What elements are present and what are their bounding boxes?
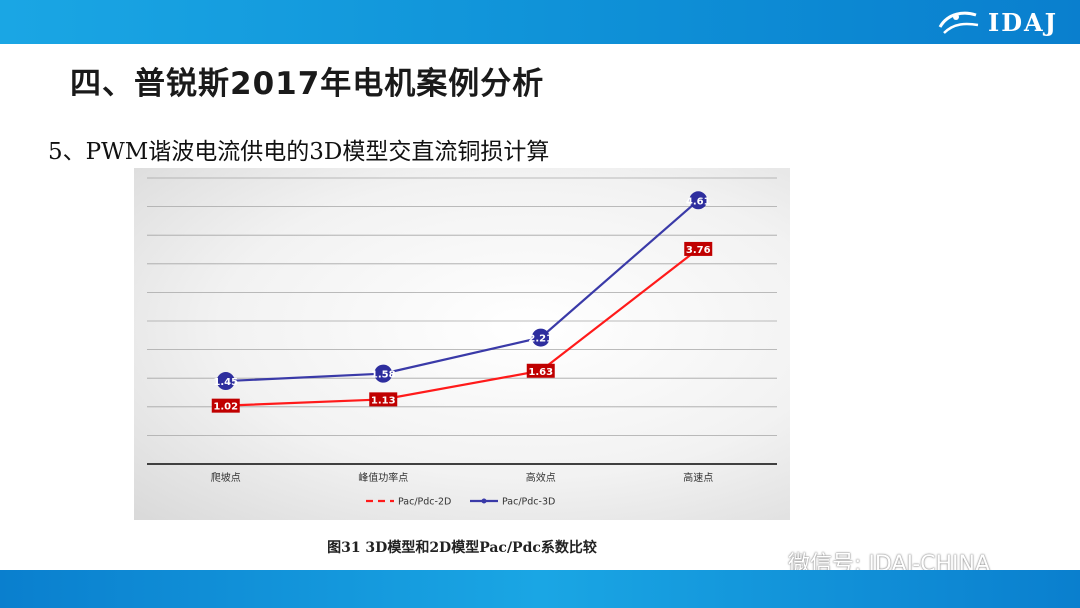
x-tick-label: 高效点 <box>526 471 556 484</box>
data-point <box>526 363 555 378</box>
footer-bar <box>0 570 1080 608</box>
slide-subtitle: 5、PWM谐波电流供电的3D模型交直流铜损计算 <box>48 139 550 165</box>
legend-marker <box>481 498 487 504</box>
data-label: 1.45 <box>213 377 238 388</box>
logo-text: IDAJ <box>987 7 1058 37</box>
data-label: 1.02 <box>213 402 238 413</box>
chart-area: 爬坡点 峰值功率点 高效点 高速点 1.02 1.13 1.63 3.76 1.45 1.58 2.… <box>134 168 790 520</box>
data-point <box>369 392 398 407</box>
data-point <box>531 328 550 347</box>
series-line <box>225 248 699 407</box>
x-tick-label: 爬坡点 <box>211 471 241 484</box>
data-label: 1.63 <box>528 367 553 378</box>
header-bar: IDAJ <box>0 0 1080 44</box>
data-label: 1.13 <box>371 395 396 406</box>
data-label: 4.61 <box>686 196 711 207</box>
figure-caption: 图31 3D模型和2D模型Pac/Pdc系数比较 <box>327 540 597 556</box>
data-point <box>374 364 393 383</box>
x-tick-label: 高速点 <box>683 471 713 484</box>
line-chart: 爬坡点 峰值功率点 高效点 高速点 1.02 1.13 1.63 3.76 1.45 1.58 2.… <box>147 177 777 508</box>
data-point <box>216 372 235 391</box>
slide-title: 四、普锐斯2017年电机案例分析 <box>70 66 545 102</box>
x-tick-label: 峰值功率点 <box>358 471 408 484</box>
idaj-logo: IDAJ <box>936 6 1058 38</box>
idaj-swoosh-logo-icon <box>938 11 979 34</box>
data-point <box>684 241 713 256</box>
data-label: 1.58 <box>371 370 396 381</box>
legend-label: Pac/Pdc-2D <box>398 497 451 508</box>
legend-label: Pac/Pdc-3D <box>502 497 555 508</box>
data-point <box>211 398 240 413</box>
data-point <box>689 191 708 210</box>
data-label: 2.21 <box>528 334 553 345</box>
data-label: 3.76 <box>686 245 711 256</box>
series-line <box>225 199 699 383</box>
